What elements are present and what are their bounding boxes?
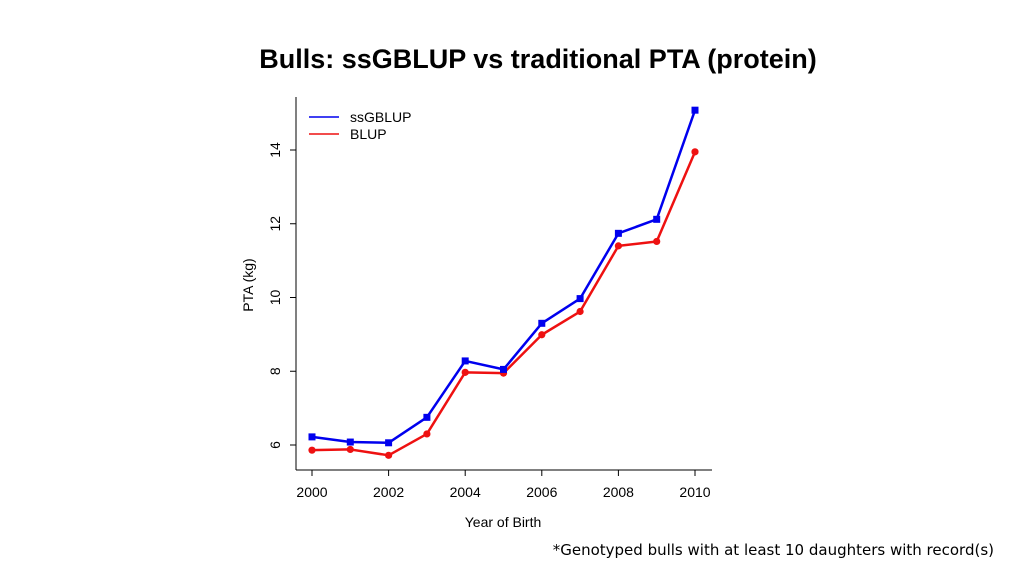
- x-tick-label: 2008: [603, 484, 634, 500]
- ssgblup-point: [576, 295, 584, 303]
- x-ticks: 2000 2002 2004 2006 2008 2010: [296, 470, 711, 500]
- blup-point: [385, 451, 393, 459]
- blup-point: [691, 148, 699, 156]
- ssgblup-point: [346, 438, 354, 446]
- x-tick-label: 2000: [296, 484, 327, 500]
- blup-line: [311, 151, 697, 457]
- blup-point: [346, 445, 354, 454]
- ssgblup-point: [461, 357, 469, 365]
- x-tick-label: 2002: [373, 484, 404, 500]
- footnote: *Genotyped bulls with at least 10 daught…: [552, 541, 994, 559]
- slide-title: Bulls: ssGBLUP vs traditional PTA (prote…: [259, 44, 817, 74]
- y-ticks: 6 8 10 12 14: [267, 142, 296, 449]
- y-tick-label: 8: [267, 367, 283, 375]
- y-tick-label: 14: [267, 142, 283, 158]
- blup-point: [538, 331, 546, 339]
- blup-point: [576, 307, 584, 316]
- ssgblup-point: [423, 413, 431, 421]
- y-axis-label: PTA (kg): [240, 258, 256, 311]
- ssgblup-line: [311, 109, 697, 445]
- blup-point: [653, 237, 661, 246]
- blup-point: [461, 368, 469, 376]
- y-tick-label: 12: [267, 216, 283, 232]
- ssgblup-point: [653, 215, 661, 223]
- blup-point: [308, 446, 316, 454]
- ssgblup-point: [308, 433, 316, 441]
- series-layer: [308, 106, 699, 459]
- y-tick-label: 10: [267, 290, 283, 306]
- ssgblup-point: [385, 439, 393, 447]
- x-tick-label: 2004: [450, 484, 481, 500]
- ssgblup-point: [538, 319, 546, 327]
- blup-point: [423, 430, 431, 438]
- legend-label-ssgblup: ssGBLUP: [350, 109, 411, 125]
- ssgblup-point: [691, 106, 699, 114]
- x-tick-label: 2010: [679, 484, 710, 500]
- legend-label-blup: BLUP: [350, 126, 387, 142]
- ssgblup-point: [614, 229, 622, 237]
- ssgblup-point: [500, 365, 507, 373]
- blup-point: [614, 242, 623, 250]
- x-tick-label: 2006: [526, 484, 557, 500]
- x-axis-label: Year of Birth: [465, 514, 542, 530]
- y-tick-label: 6: [267, 441, 283, 449]
